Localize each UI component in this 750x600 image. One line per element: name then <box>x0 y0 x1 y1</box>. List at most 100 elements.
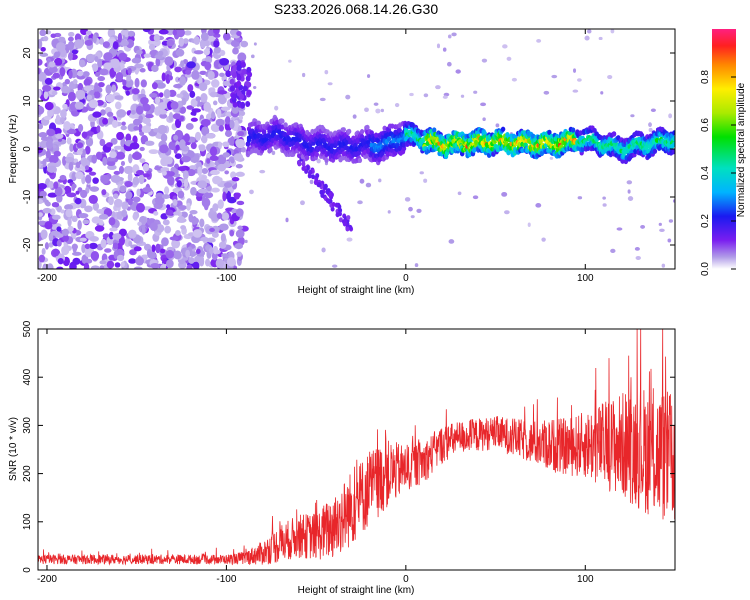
spectrogram-cell <box>480 102 487 107</box>
spectrogram-cell <box>169 236 179 241</box>
spectrogram-cell <box>63 121 71 131</box>
spectrogram-cell <box>128 258 137 264</box>
spectrogram-cell <box>253 42 257 46</box>
spectrogram-cell <box>259 169 266 174</box>
spectrogram-cell <box>92 33 97 44</box>
spectrogram-cell <box>139 131 145 136</box>
spectrogram-cell <box>627 189 631 194</box>
spectrogram-cell <box>64 156 75 163</box>
spectrogram-cell <box>222 191 227 202</box>
spectrogram-cell <box>167 171 175 177</box>
spectrogram-cell <box>168 75 173 81</box>
spectrogram-cell <box>146 248 153 258</box>
spectrogram-cell <box>197 188 208 194</box>
spectrogram-cell <box>268 147 273 153</box>
spectrogram-cell <box>190 136 196 143</box>
spectrogram-cell <box>602 196 606 200</box>
spectrogram-cell <box>160 213 168 220</box>
spectrogram-cell <box>111 119 119 129</box>
spectrogram-cell <box>220 106 231 111</box>
spectrogram-cell <box>38 254 46 263</box>
spectrogram-cell <box>155 57 161 67</box>
spectrogram-cell <box>135 256 144 266</box>
spectrogram-cell <box>245 100 251 107</box>
spectrogram-cell <box>94 71 100 77</box>
spectrogram-cell <box>314 151 320 158</box>
spectrogram-cell <box>66 128 77 135</box>
spectrogram-cell <box>52 72 61 79</box>
spectrogram-cell <box>115 71 124 82</box>
spectrogram-cell <box>236 65 242 72</box>
spectrogram-cell <box>57 257 64 265</box>
spectrogram-cell <box>43 90 49 100</box>
spectrogram-cell <box>668 113 673 119</box>
spectrogram-cell <box>100 174 110 184</box>
spectrogram-cell <box>233 193 240 200</box>
spectrogram-cell <box>131 88 140 95</box>
spectrogram-cell <box>149 103 156 114</box>
spectrogram-cell <box>120 261 125 268</box>
spectrogram-cell <box>208 87 216 92</box>
spectrogram-cell <box>74 197 82 205</box>
spectrogram-cell <box>94 82 99 92</box>
spectrogram-cell <box>345 226 350 232</box>
spectrogram-cell <box>183 133 190 143</box>
spectrogram-cell <box>211 187 220 193</box>
spectrogram-cell <box>107 164 117 170</box>
spectrogram-cell <box>60 209 65 214</box>
spectrogram-cell <box>120 39 129 47</box>
spectrogram-cell <box>163 88 171 99</box>
spectrogram-cell <box>193 50 204 55</box>
spectrogram-cell <box>127 172 133 183</box>
spectrogram-x-tick-label: 100 <box>577 273 594 284</box>
spectrogram-cell <box>159 144 169 154</box>
spectrogram-cell <box>181 97 187 106</box>
spectrogram-cell <box>129 142 140 150</box>
spectrogram-cell <box>116 131 125 141</box>
spectrogram-cell <box>71 49 79 55</box>
spectrogram-cell <box>419 171 424 175</box>
colorbar-tick-label: 0.4 <box>700 166 711 180</box>
spectrogram-cell <box>89 89 95 95</box>
spectrogram-cell <box>203 101 212 112</box>
spectrogram-cell <box>164 225 172 234</box>
spectrogram-cell <box>164 186 170 195</box>
spectrogram-cell <box>194 131 202 141</box>
spectrogram-cell <box>110 174 121 184</box>
spectrogram-cell <box>184 69 192 75</box>
spectrogram-cell <box>76 142 84 149</box>
spectrogram-cell <box>92 202 100 211</box>
spectrogram-cell <box>68 161 74 171</box>
spectrogram-cell <box>658 222 662 226</box>
spectrogram-cell <box>447 34 452 39</box>
spectrogram-cell <box>241 146 246 153</box>
spectrogram-cell <box>75 171 84 180</box>
spectrogram-cell <box>199 218 205 228</box>
spectrogram-cell <box>211 79 220 88</box>
spectrogram-cell <box>93 91 101 99</box>
spectrogram-cell <box>240 40 249 48</box>
spectrogram-cell <box>175 229 181 236</box>
spectrogram-cell <box>48 66 58 74</box>
spectrogram-cell <box>500 126 506 132</box>
spectrogram-cell <box>92 63 99 72</box>
spectrogram-cell <box>81 254 89 264</box>
spectrogram-cell <box>56 239 62 247</box>
spectrogram-cell <box>435 85 441 90</box>
spectrogram-cell <box>570 127 576 133</box>
spectrogram-cell <box>659 228 665 233</box>
spectrogram-cell <box>67 40 75 51</box>
spectrogram-cell <box>149 222 158 231</box>
spectrogram-cell <box>423 93 429 98</box>
spectrogram-cell <box>99 68 109 76</box>
spectrogram-cell <box>133 118 141 126</box>
spectrogram-cell <box>53 181 59 189</box>
spectrogram-cell <box>219 72 225 78</box>
spectrogram-cell <box>331 201 336 207</box>
spectrogram-cell <box>455 69 461 74</box>
spectrogram-cell <box>104 248 112 253</box>
spectrogram-cell <box>112 233 122 240</box>
spectrogram-cell <box>56 226 62 232</box>
spectrogram-cell <box>148 43 156 51</box>
spectrogram-cell <box>222 32 231 41</box>
